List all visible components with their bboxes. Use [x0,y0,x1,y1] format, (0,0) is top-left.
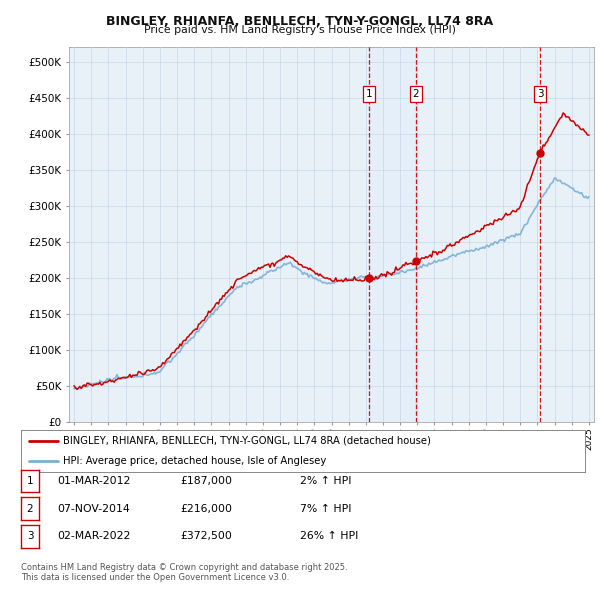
Text: £187,000: £187,000 [180,476,232,486]
Text: BINGLEY, RHIANFA, BENLLECH, TYN-Y-GONGL, LL74 8RA: BINGLEY, RHIANFA, BENLLECH, TYN-Y-GONGL,… [106,15,494,28]
Text: 26% ↑ HPI: 26% ↑ HPI [300,532,358,541]
Text: 2: 2 [413,89,419,99]
Text: 2% ↑ HPI: 2% ↑ HPI [300,476,352,486]
Text: 2: 2 [26,504,34,513]
Text: 3: 3 [26,532,34,541]
Text: 01-MAR-2012: 01-MAR-2012 [57,476,130,486]
Text: 1: 1 [365,89,372,99]
Text: £216,000: £216,000 [180,504,232,513]
Text: BINGLEY, RHIANFA, BENLLECH, TYN-Y-GONGL, LL74 8RA (detached house): BINGLEY, RHIANFA, BENLLECH, TYN-Y-GONGL,… [64,436,431,446]
Text: 1: 1 [26,476,34,486]
Text: Price paid vs. HM Land Registry's House Price Index (HPI): Price paid vs. HM Land Registry's House … [144,25,456,35]
Bar [369,47,416,422]
Text: 02-MAR-2022: 02-MAR-2022 [57,532,130,541]
Text: 7% ↑ HPI: 7% ↑ HPI [300,504,352,513]
Text: 07-NOV-2014: 07-NOV-2014 [57,504,130,513]
Text: 3: 3 [537,89,544,99]
Text: £372,500: £372,500 [180,532,232,541]
Text: HPI: Average price, detached house, Isle of Anglesey: HPI: Average price, detached house, Isle… [64,455,326,466]
Text: Contains HM Land Registry data © Crown copyright and database right 2025.: Contains HM Land Registry data © Crown c… [21,563,347,572]
Text: This data is licensed under the Open Government Licence v3.0.: This data is licensed under the Open Gov… [21,573,289,582]
